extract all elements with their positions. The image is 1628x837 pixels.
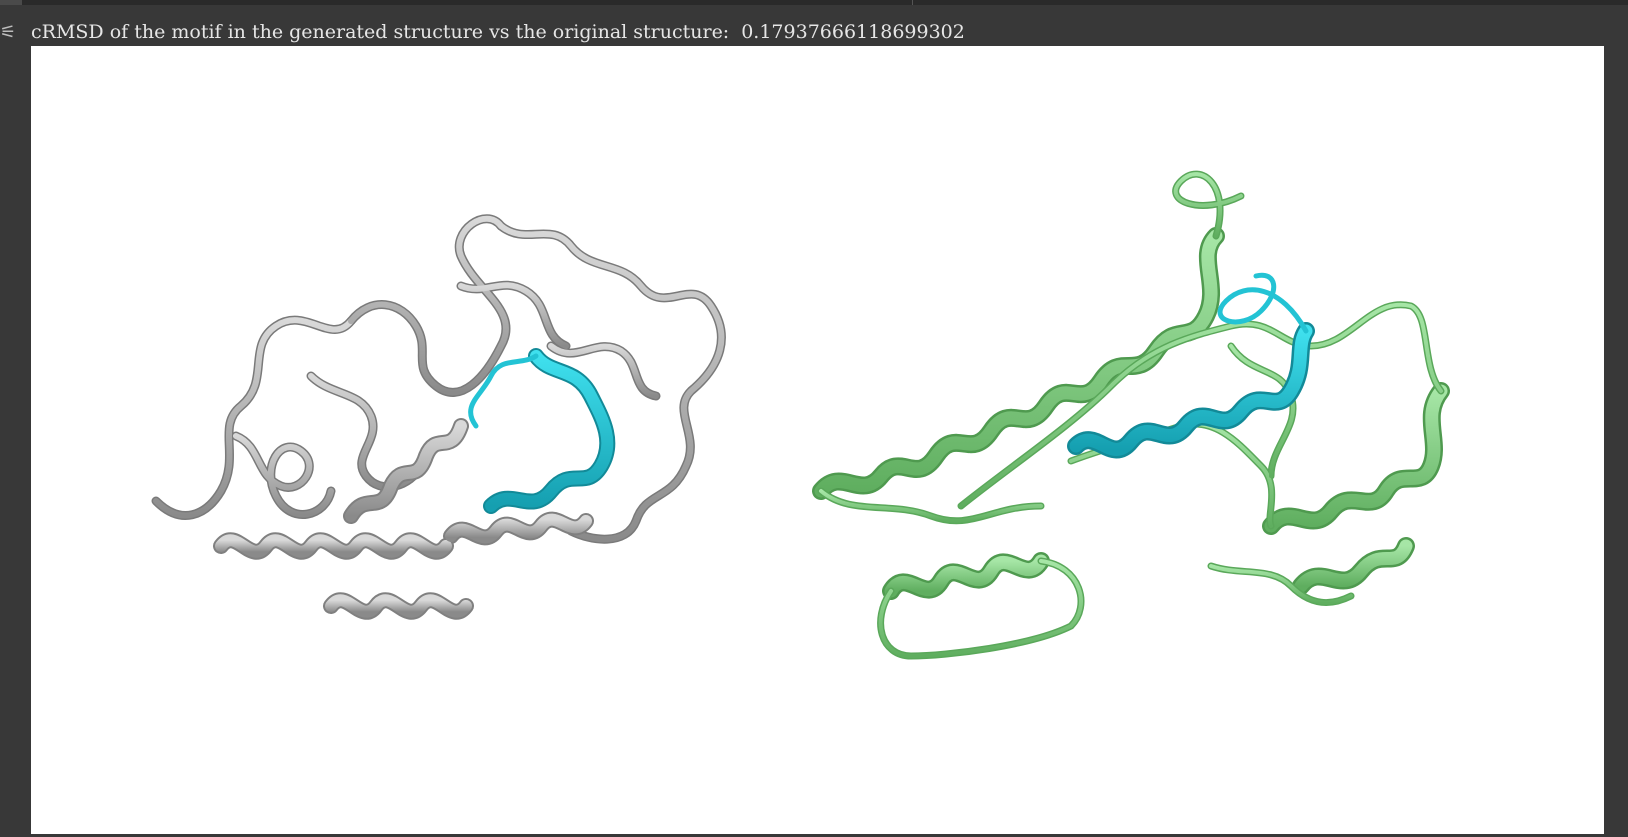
generated-structure — [812, 170, 1450, 660]
output-indicator-icon[interactable]: ⚟ — [0, 22, 17, 43]
panel-divider — [912, 0, 913, 5]
molecule-viewer[interactable] — [31, 46, 1604, 834]
protein-render — [151, 170, 1450, 660]
notebook-top-bar — [0, 0, 1628, 5]
crmsd-output-text: cRMSD of the motif in the generated stru… — [31, 20, 965, 44]
tab-marker — [0, 0, 22, 5]
crmsd-label: cRMSD of the motif in the generated stru… — [31, 21, 730, 43]
crmsd-value: 0.17937666118699302 — [741, 21, 965, 43]
original-structure — [151, 214, 726, 620]
scroll-margin — [1604, 46, 1628, 837]
